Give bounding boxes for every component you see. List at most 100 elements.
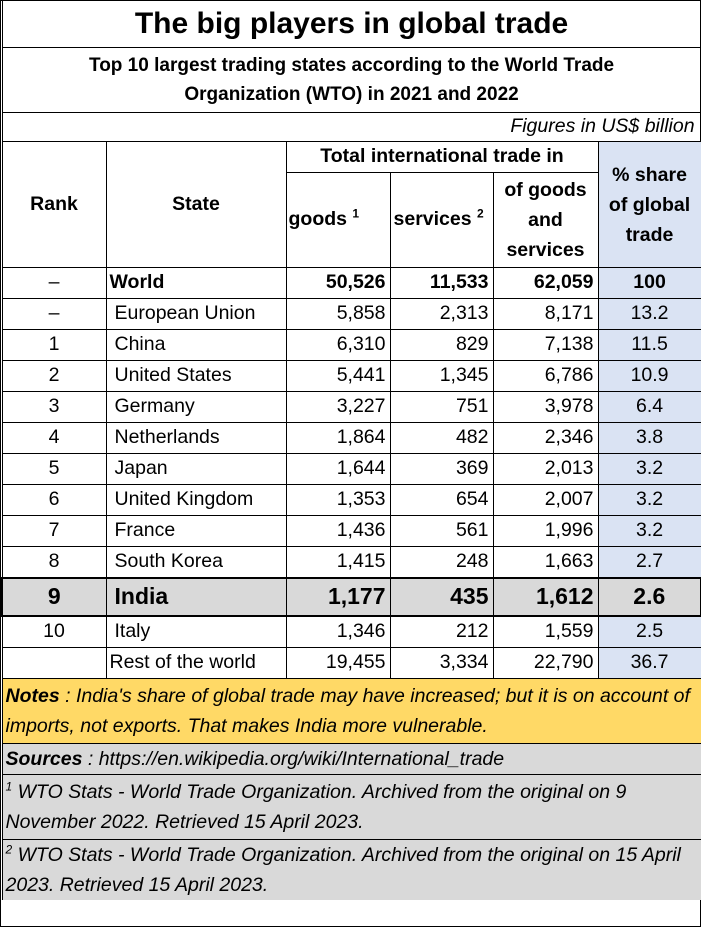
total-cell: 62,059 — [492, 267, 599, 299]
rank-cell: 2 — [1, 360, 107, 392]
header-services-label: services — [393, 208, 472, 231]
sources-label: Sources — [5, 748, 83, 770]
state-cell: Germany — [105, 391, 287, 423]
table-row: 7 France 1,436 561 1,996 3.2 — [1, 515, 701, 547]
state-cell: United Kingdom — [105, 484, 287, 516]
header-gs-line-1: of goods — [504, 179, 587, 201]
services-cell: 482 — [389, 422, 494, 454]
total-cell: 3,978 — [492, 391, 599, 423]
header-gs-line-2: and — [528, 209, 563, 231]
header-goods-and-services: of goods and services — [492, 172, 599, 268]
table-row-india: 9 India 1,177 435 1,612 2.6 — [1, 577, 701, 617]
rank-cell: 8 — [1, 546, 107, 579]
services-cell: 751 — [389, 391, 494, 423]
goods-cell: 1,353 — [285, 484, 391, 516]
header-state: State — [105, 141, 287, 268]
table-row: – European Union 5,858 2,313 8,171 13.2 — [1, 298, 701, 330]
state-cell: France — [105, 515, 287, 547]
page-title: The big players in global trade — [1, 1, 701, 48]
rank-cell: 3 — [1, 391, 107, 423]
total-cell: 2,013 — [492, 453, 599, 485]
table-row-world: – World 50,526 11,533 62,059 100 — [1, 267, 701, 299]
state-cell: Italy — [105, 615, 287, 648]
share-cell: 2.6 — [597, 577, 701, 617]
header-share-line-2: of global — [608, 193, 691, 216]
services-cell: 1,345 — [389, 360, 494, 392]
table-row: 1 China 6,310 829 7,138 11.5 — [1, 329, 701, 361]
services-cell: 561 — [389, 515, 494, 547]
state-cell: Netherlands — [105, 422, 287, 454]
table-row: 2 United States 5,441 1,345 6,786 10.9 — [1, 360, 701, 392]
goods-cell: 3,227 — [285, 391, 391, 423]
header-gs-line-3: services — [506, 239, 585, 261]
share-cell: 13.2 — [597, 298, 701, 330]
share-cell: 6.4 — [597, 391, 701, 423]
sources-text: : https://en.wikipedia.org/wiki/Internat… — [82, 748, 505, 770]
share-cell: 2.5 — [597, 615, 701, 648]
services-cell: 248 — [389, 546, 494, 579]
rank-cell — [1, 647, 107, 679]
goods-cell: 19,455 — [285, 647, 391, 679]
services-cell: 369 — [389, 453, 494, 485]
rank-cell: – — [1, 267, 107, 299]
state-cell: India — [105, 577, 287, 617]
services-cell: 11,533 — [389, 267, 494, 299]
table-row: 4 Netherlands 1,864 482 2,346 3.8 — [1, 422, 701, 454]
header-goods: goods 1 — [285, 172, 391, 268]
table-row: 6 United Kingdom 1,353 654 2,007 3.2 — [1, 484, 701, 516]
total-cell: 2,007 — [492, 484, 599, 516]
rank-cell: 7 — [1, 515, 107, 547]
state-cell: European Union — [105, 298, 287, 330]
state-cell: South Korea — [105, 546, 287, 579]
goods-cell: 6,310 — [285, 329, 391, 361]
footnote-mark-2: 2 — [477, 206, 484, 221]
rank-cell: 5 — [1, 453, 107, 485]
services-cell: 2,313 — [389, 298, 494, 330]
subtitle: Top 10 largest trading states according … — [1, 47, 701, 113]
footnote-2-mark: 2 — [5, 842, 13, 857]
header-share-line-3: trade — [625, 223, 674, 246]
share-cell: 3.2 — [597, 515, 701, 547]
rank-cell: – — [1, 298, 107, 330]
state-cell: Rest of the world — [105, 647, 287, 679]
footnote-mark-1: 1 — [352, 206, 360, 221]
footnote-2-text: WTO Stats - World Trade Organization. Ar… — [5, 844, 681, 896]
state-cell: Japan — [105, 453, 287, 485]
total-cell: 8,171 — [492, 298, 599, 330]
rank-cell: 4 — [1, 422, 107, 454]
notes-block: Notes : India's share of global trade ma… — [1, 678, 701, 744]
goods-cell: 5,441 — [285, 360, 391, 392]
share-cell: 2.7 — [597, 546, 701, 579]
total-cell: 6,786 — [492, 360, 599, 392]
units-note: Figures in US$ billion — [1, 112, 701, 142]
header-goods-label: goods — [288, 208, 348, 231]
sources-block: Sources : https://en.wikipedia.org/wiki/… — [1, 743, 701, 775]
footnote-2: 2 WTO Stats - World Trade Organization. … — [1, 839, 701, 900]
total-cell: 1,996 — [492, 515, 599, 547]
subtitle-line-2: Organization (WTO) in 2021 and 2022 — [184, 84, 519, 105]
header-share-line-1: % share — [612, 163, 687, 186]
footnote-1: 1 WTO Stats - World Trade Organization. … — [1, 774, 701, 840]
footnote-1-text: WTO Stats - World Trade Organization. Ar… — [5, 781, 627, 833]
services-cell: 212 — [389, 615, 494, 648]
goods-cell: 1,415 — [285, 546, 391, 579]
share-cell: 3.2 — [597, 484, 701, 516]
notes-label: Notes — [5, 685, 60, 707]
goods-cell: 1,177 — [285, 577, 391, 617]
share-cell: 11.5 — [597, 329, 701, 361]
footnote-1-mark: 1 — [5, 779, 13, 794]
goods-cell: 5,858 — [285, 298, 391, 330]
services-cell: 3,334 — [389, 647, 494, 679]
total-cell: 7,138 — [492, 329, 599, 361]
rank-cell: 10 — [1, 615, 107, 648]
rank-cell: 1 — [1, 329, 107, 361]
goods-cell: 1,346 — [285, 615, 391, 648]
header-share: % share of global trade — [597, 141, 701, 268]
goods-cell: 1,864 — [285, 422, 391, 454]
header-total-trade: Total international trade in — [285, 141, 599, 173]
table-row: 5 Japan 1,644 369 2,013 3.2 — [1, 453, 701, 485]
state-cell: World — [105, 267, 287, 299]
services-cell: 654 — [389, 484, 494, 516]
goods-cell: 1,436 — [285, 515, 391, 547]
